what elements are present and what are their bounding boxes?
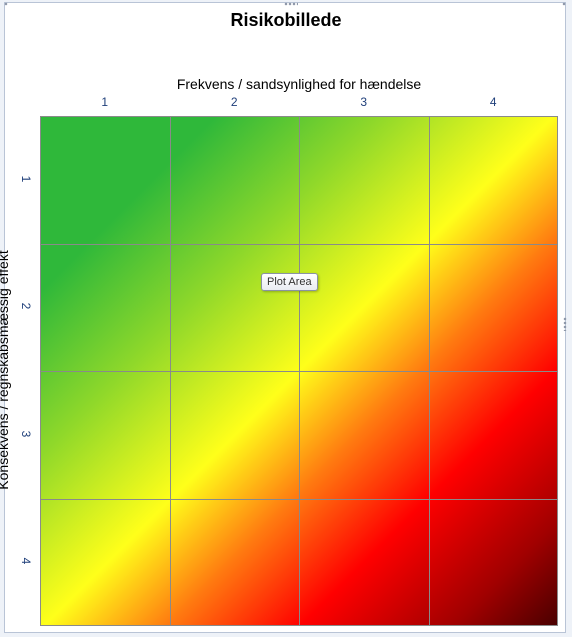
plot-area[interactable] (40, 116, 558, 626)
resize-handle-right[interactable] (563, 317, 567, 331)
y-tick-label: 1 (19, 175, 33, 183)
gridline-horizontal (41, 498, 557, 500)
x-axis-title[interactable]: Frekvens / sandsynlighed for hændelse (176, 76, 422, 92)
resize-handle-top-left[interactable] (4, 2, 8, 6)
x-tick-label: 3 (360, 95, 368, 109)
y-axis[interactable]: 1 2 3 4 (16, 116, 36, 626)
y-axis-title-text: Konsekvens / regnskabsmæssig effekt (0, 250, 11, 490)
resize-handle-left[interactable] (3, 317, 7, 331)
x-tick-label: 4 (489, 95, 497, 109)
y-tick-label: 4 (19, 557, 33, 565)
y-tick-label: 3 (19, 430, 33, 438)
plot-area-tooltip: Plot Area (261, 273, 318, 291)
y-tick-label: 2 (19, 302, 33, 310)
x-axis[interactable]: 1 2 3 4 (40, 95, 558, 113)
resize-handle-top[interactable] (284, 2, 298, 6)
gridline-horizontal (41, 243, 557, 245)
gridline-horizontal (41, 371, 557, 372)
chart-title[interactable]: Risikobillede (230, 10, 342, 30)
resize-handle-top-right[interactable] (562, 2, 566, 6)
x-tick-label: 2 (230, 95, 238, 109)
x-tick-label: 1 (101, 95, 109, 109)
